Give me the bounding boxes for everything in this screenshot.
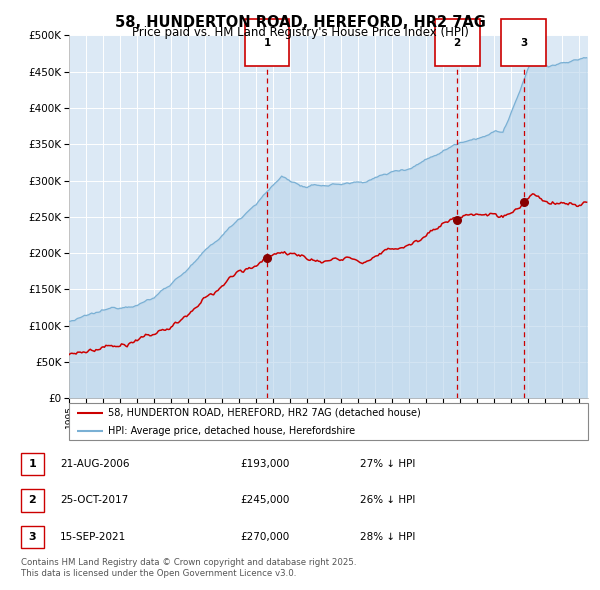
Text: £245,000: £245,000 [240, 496, 289, 505]
Text: 3: 3 [520, 38, 527, 48]
Text: £193,000: £193,000 [240, 459, 289, 468]
Text: 28% ↓ HPI: 28% ↓ HPI [360, 532, 415, 542]
Text: 2: 2 [29, 496, 36, 505]
Text: Contains HM Land Registry data © Crown copyright and database right 2025.
This d: Contains HM Land Registry data © Crown c… [21, 558, 356, 578]
Text: 27% ↓ HPI: 27% ↓ HPI [360, 459, 415, 468]
Text: 21-AUG-2006: 21-AUG-2006 [60, 459, 130, 468]
Text: Price paid vs. HM Land Registry's House Price Index (HPI): Price paid vs. HM Land Registry's House … [131, 26, 469, 39]
Text: £270,000: £270,000 [240, 532, 289, 542]
Text: 1: 1 [263, 38, 271, 48]
Text: 58, HUNDERTON ROAD, HEREFORD, HR2 7AG (detached house): 58, HUNDERTON ROAD, HEREFORD, HR2 7AG (d… [108, 408, 421, 418]
Text: 15-SEP-2021: 15-SEP-2021 [60, 532, 126, 542]
Text: 26% ↓ HPI: 26% ↓ HPI [360, 496, 415, 505]
FancyBboxPatch shape [69, 403, 588, 440]
Text: 25-OCT-2017: 25-OCT-2017 [60, 496, 128, 505]
Text: 3: 3 [29, 532, 36, 542]
Text: HPI: Average price, detached house, Herefordshire: HPI: Average price, detached house, Here… [108, 426, 355, 436]
Text: 58, HUNDERTON ROAD, HEREFORD, HR2 7AG: 58, HUNDERTON ROAD, HEREFORD, HR2 7AG [115, 15, 485, 30]
Text: 1: 1 [29, 459, 36, 468]
Text: 2: 2 [454, 38, 461, 48]
